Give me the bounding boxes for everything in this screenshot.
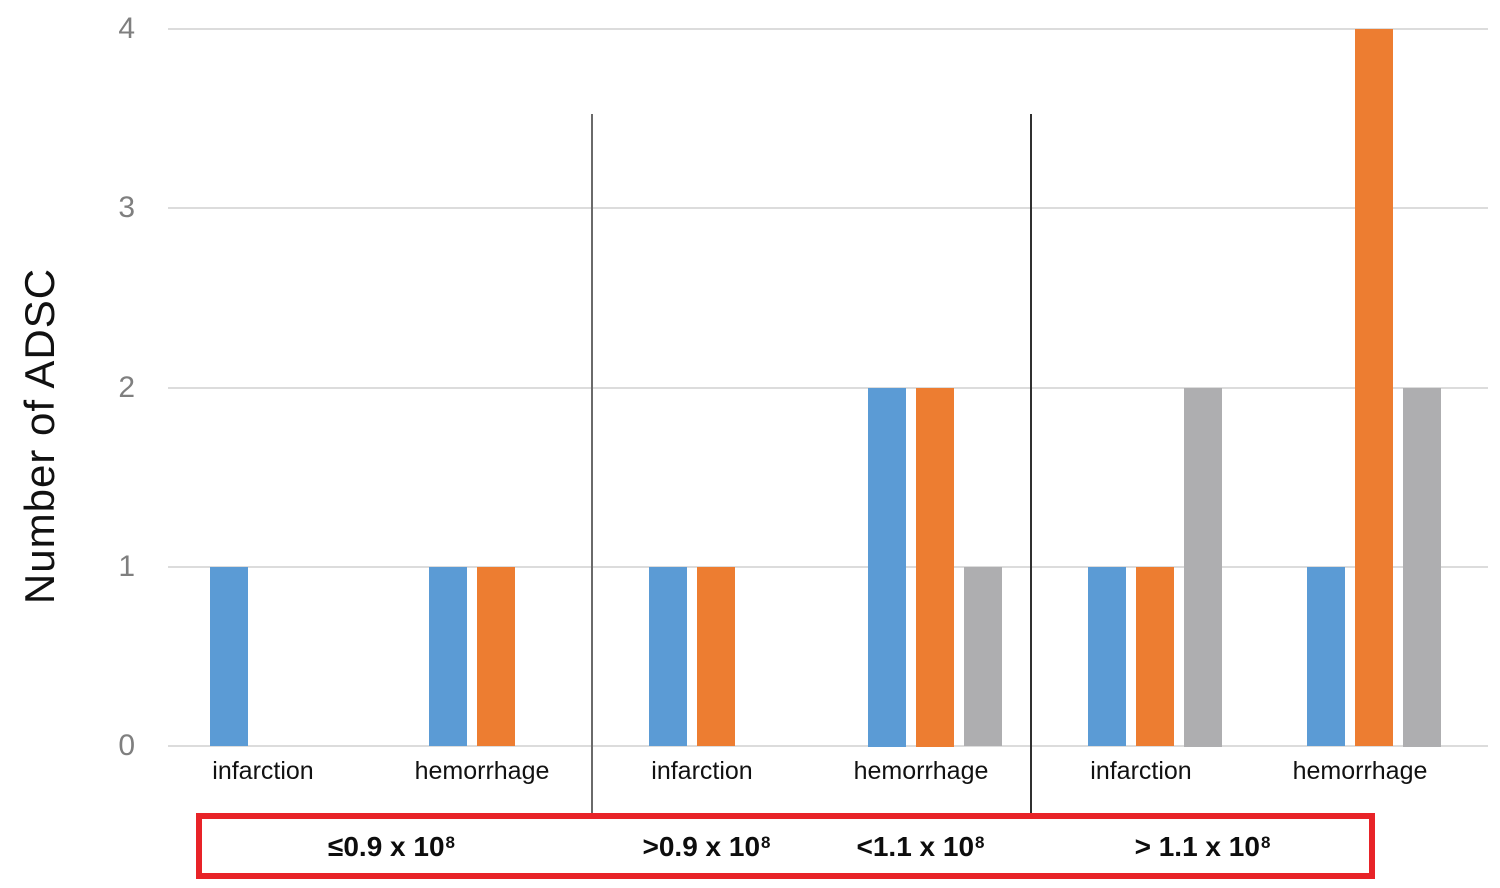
bar-orange-cat5 (1136, 567, 1174, 746)
dose-range-label: ≤0.9 x 108 (327, 831, 456, 863)
bar-orange-cat2 (477, 567, 515, 746)
y-tick-label: 2 (118, 371, 135, 404)
dose-range-label: >0.9 x 108 (642, 831, 771, 863)
gridline (168, 207, 1488, 209)
bar-blue-cat6 (1307, 567, 1345, 746)
y-tick-label: 0 (118, 729, 135, 762)
x-category-label: hemorrhage (414, 757, 550, 785)
dose-group-divider (591, 114, 593, 813)
x-category-label: hemorrhage (853, 757, 989, 785)
dose-range-box (196, 813, 1375, 879)
x-category-label: infarction (212, 757, 314, 785)
dose-group-divider (1030, 114, 1032, 813)
gridline (168, 387, 1488, 389)
y-tick-label: 1 (118, 550, 135, 583)
gridline (168, 566, 1488, 568)
bar-blue-cat2 (429, 567, 467, 746)
y-tick-label: 3 (118, 191, 135, 224)
bar-orange-cat6 (1355, 29, 1393, 746)
bar-gray-cat5 (1184, 388, 1222, 747)
dose-range-exponent: 8 (975, 832, 985, 852)
x-category-label: infarction (1090, 757, 1192, 785)
dose-range-text: >0.9 x 10 (642, 831, 761, 863)
bar-blue-cat5 (1088, 567, 1126, 746)
dose-range-label: > 1.1 x 108 (1134, 831, 1271, 863)
bar-gray-cat6 (1403, 388, 1441, 747)
bar-orange-cat3 (697, 567, 735, 746)
dose-range-text: > 1.1 x 10 (1134, 831, 1260, 863)
dose-range-text: <1.1 x 10 (856, 831, 975, 863)
y-tick-label: 4 (118, 12, 135, 45)
dose-range-exponent: 8 (1260, 832, 1271, 852)
gridline (168, 28, 1488, 30)
bar-blue-cat3 (649, 567, 687, 746)
gridline (168, 745, 1488, 747)
x-category-label: infarction (651, 757, 753, 785)
bar-orange-cat4 (916, 388, 954, 747)
bar-blue-cat1 (210, 567, 248, 746)
bar-gray-cat4 (964, 567, 1002, 746)
dose-range-text: ≤0.9 x 10 (327, 831, 445, 863)
dose-range-exponent: 8 (761, 832, 771, 852)
dose-range-exponent: 8 (445, 832, 456, 852)
x-category-label: hemorrhage (1292, 757, 1428, 785)
dose-range-label: <1.1 x 108 (856, 831, 985, 863)
bar-blue-cat4 (868, 388, 906, 747)
